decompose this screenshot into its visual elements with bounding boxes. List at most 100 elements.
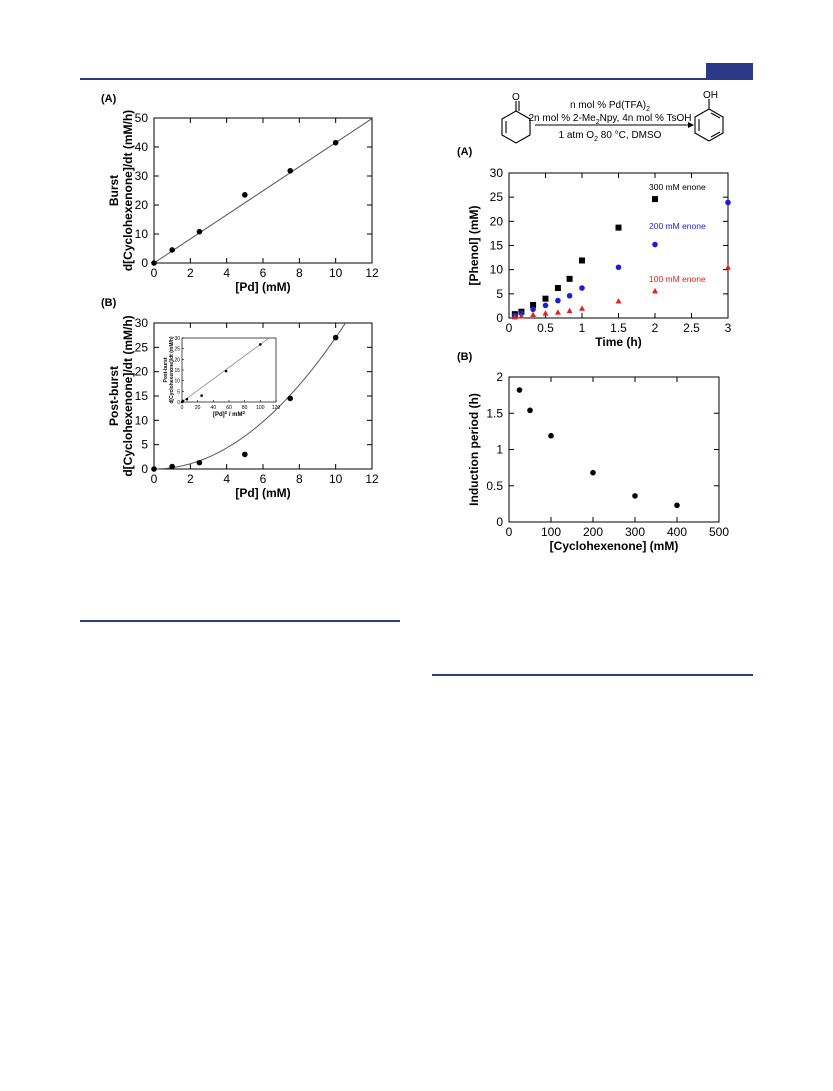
y-tick-label: 20 [135, 198, 149, 212]
x-axis-label: [Pd] (mM) [235, 280, 290, 294]
data-point [566, 292, 573, 299]
x-tick-label: 12 [365, 266, 379, 280]
data-point [579, 305, 585, 311]
chart-right-B: (B) 0 100 200 300 400 500 0 0.5 1 1.5 2 [Cyclohexeno… [457, 351, 729, 553]
data-point [725, 199, 731, 206]
data-point [548, 432, 554, 439]
section-rule-left [80, 620, 400, 622]
cyclohexenone-structure [501, 101, 531, 144]
y-tick-label: 20 [490, 214, 504, 228]
x-tick-label: 6 [260, 266, 267, 280]
x-tick-label: 10 [329, 266, 343, 280]
x-axis-label: Time (h) [595, 335, 641, 349]
series-label: 300 mM enone [649, 182, 706, 192]
x-tick-label: 8 [296, 266, 303, 280]
inset-y-tick-label: 30 [174, 336, 180, 342]
y-tick-label: 0 [496, 515, 503, 529]
header-tab [706, 63, 753, 78]
inset-y-tick-label: 0 [177, 400, 180, 406]
x-tick-label: 2 [187, 266, 194, 280]
fit-curve [153, 118, 373, 264]
product-oh-label: OH [703, 90, 718, 101]
chart-left-A: (A) 0 2 4 6 8 10 12 0 10 20 30 40 50 [Pd] (mM) Burst d[C… [101, 93, 379, 294]
data-point [287, 395, 294, 402]
section-rule-right [432, 674, 753, 676]
data-point [554, 309, 561, 315]
data-point [242, 451, 248, 458]
header-rule [80, 78, 753, 80]
data-point [242, 192, 248, 198]
data-point [530, 306, 536, 313]
inset-y-tick-label: 25 [174, 347, 180, 353]
y-tick-label: 0.5 [486, 479, 503, 493]
y-tick-label: 25 [490, 190, 504, 204]
panel-label: (B) [101, 297, 117, 309]
data-point [554, 285, 561, 292]
data-point [169, 247, 175, 253]
x-tick-label: 6 [260, 472, 267, 486]
y-tick-label: 30 [135, 169, 149, 183]
data-point [652, 241, 658, 248]
x-axis-label: [Pd] (mM) [235, 486, 290, 500]
x-tick-label: 500 [709, 525, 729, 539]
y-tick-label: 0 [496, 311, 503, 325]
data-point [196, 228, 203, 235]
data-point [196, 459, 203, 466]
y-tick-label: 0 [141, 256, 148, 270]
y-tick-label: 10 [135, 227, 149, 241]
data-point [151, 260, 157, 266]
y-tick-label: 40 [135, 140, 149, 154]
inset-data-point [224, 369, 228, 373]
reaction-scheme: O OH n mol % Pd(TFA)2 2n mol % 2-Me2Npy,… [501, 90, 724, 144]
data-point [652, 287, 658, 294]
inset-x-tick-label: 40 [211, 405, 217, 411]
y-tick-label: 1.5 [486, 406, 503, 420]
y-tick-label: 0 [141, 462, 148, 476]
x-tick-label: 2 [187, 472, 194, 486]
data-point [516, 387, 523, 393]
panel-label: (A) [101, 93, 117, 105]
scheme-reagents: n mol % Pd(TFA)2 [570, 100, 650, 113]
y-tick-label: 30 [135, 316, 149, 330]
y-tick-label: 30 [490, 166, 504, 180]
x-tick-label: 10 [329, 472, 343, 486]
panel-label: (B) [457, 351, 473, 363]
x-tick-label: 12 [365, 472, 379, 486]
data-point [674, 502, 680, 509]
x-axis-label: [Cyclohexenone] (mM) [550, 539, 679, 553]
inset-data-point [200, 394, 203, 397]
y-axis-label-line1: Burst [107, 175, 121, 206]
data-point [579, 257, 585, 264]
panel-label: (A) [457, 146, 473, 158]
inset-x-tick-label: 20 [195, 405, 201, 411]
scheme-conditions: 1 atm O2 80 °C, DMSO [559, 130, 662, 143]
data-point [542, 310, 549, 316]
x-tick-label: 3 [725, 321, 732, 335]
x-tick-label: 400 [667, 525, 687, 539]
data-point [151, 466, 157, 472]
data-point [530, 311, 537, 318]
y-tick-label: 15 [135, 389, 149, 403]
y-axis-label-line2: d[Cyclohexenone]/dt (mM/h) [121, 110, 135, 271]
data-point [615, 264, 622, 271]
x-tick-label: 100 [541, 525, 561, 539]
y-tick-label: 20 [135, 365, 149, 379]
inset-x-tick-label: 120 [272, 405, 281, 411]
series-label: 100 mM enone [649, 274, 706, 284]
data-point [615, 298, 622, 304]
data-point [652, 196, 658, 203]
data-point [632, 493, 638, 499]
x-tick-label: 2.5 [683, 321, 700, 335]
plot-frame [508, 376, 720, 523]
scheme-line-2: 2n mol % 2-Me2Npy, 4n mol % TsOH [528, 113, 691, 126]
data-point [332, 334, 339, 341]
inset-x-axis-label: [Pd]2 / mM2 [213, 410, 246, 418]
x-tick-label: 0 [506, 525, 513, 539]
phenol-structure [694, 99, 724, 142]
y-tick-label: 2 [496, 370, 503, 384]
data-point [555, 297, 561, 304]
inset-x-tick-label: 80 [242, 405, 248, 411]
